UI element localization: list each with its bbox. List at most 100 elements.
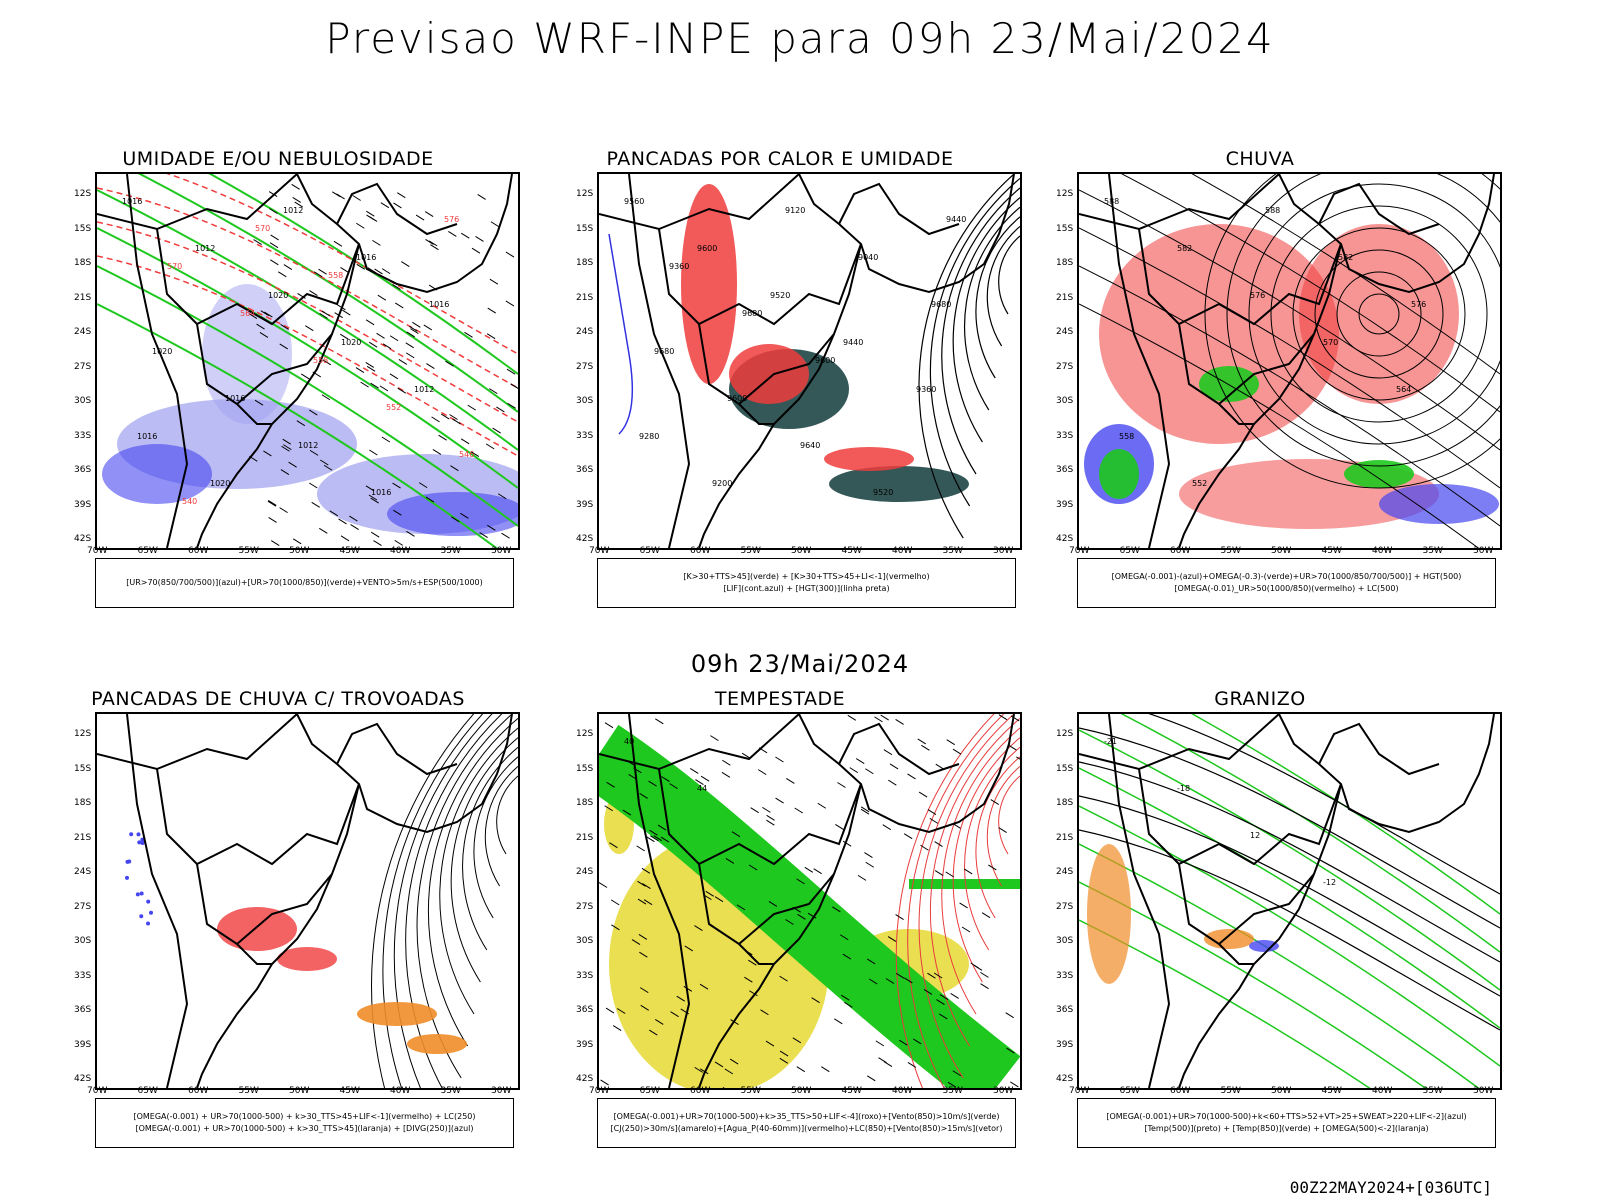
- lat-label: 24S: [576, 327, 594, 337]
- wind-vector: [448, 231, 457, 237]
- wind-vector: [487, 524, 496, 531]
- wind-vector: [268, 191, 278, 197]
- wind-vector: [425, 239, 434, 245]
- panel-pancadas_trovoadas: PANCADAS DE CHUVA C/ TROVOADAS 12S 15S 18S 2…: [58, 688, 520, 1178]
- wind-vector: [606, 781, 615, 788]
- wind-vector: [323, 464, 333, 471]
- lat-label: 15S: [74, 763, 92, 774]
- wind-vector: [278, 271, 287, 278]
- wind-vector: [1008, 744, 1017, 751]
- country-border: [97, 714, 298, 771]
- country-border: [698, 323, 835, 406]
- wind-vector: [267, 500, 277, 507]
- wind-vector: [256, 323, 265, 330]
- lat-label: 21S: [74, 832, 92, 843]
- lon-label: 55W: [1220, 546, 1241, 556]
- lat-label: 12S: [1056, 189, 1074, 199]
- wind-vector: [349, 515, 358, 522]
- wind-vector: [487, 307, 496, 314]
- wind-vector: [650, 835, 659, 842]
- wind-vector: [832, 906, 841, 913]
- contour-label: 552: [1192, 479, 1207, 488]
- lon-label: 45W: [1321, 546, 1342, 556]
- lat-label: 39S: [74, 499, 92, 510]
- wind-vector: [705, 890, 715, 897]
- wind-vector: [259, 331, 269, 338]
- wind-vector: [309, 409, 318, 416]
- wind-vector: [695, 779, 704, 786]
- contour-label: 9600: [697, 244, 717, 253]
- map-chuva: 588 582 576 570 564 558 552 588 582 576: [1077, 172, 1502, 550]
- lc850-streamline: [895, 714, 995, 1088]
- lon-label: 45W: [1321, 1086, 1342, 1096]
- wind-vector: [721, 771, 731, 778]
- lc850-streamline: [907, 714, 1005, 1088]
- green-contour: [97, 189, 518, 451]
- wind-vector: [963, 868, 973, 875]
- lon-label: 40W: [892, 546, 913, 556]
- lon-label: 45W: [841, 1086, 862, 1096]
- wind-vector: [813, 868, 822, 875]
- lat-label: 42S: [1056, 1074, 1074, 1084]
- lon-label: 40W: [1372, 546, 1393, 556]
- divg-point: [125, 875, 130, 880]
- omega-area: [1087, 844, 1131, 984]
- contour-label: 1012: [414, 385, 434, 394]
- hgt-contour: [1336, 271, 1422, 357]
- lon-label: 55W: [740, 546, 761, 556]
- wind-vector: [736, 904, 746, 911]
- contour-label: 9360: [916, 385, 936, 394]
- wind-vector: [470, 451, 480, 457]
- legend-line: [UR>70(850/700/500)](azul)+[UR>70(1000/8…: [126, 578, 483, 587]
- lon-label: 40W: [390, 1086, 411, 1096]
- lc850-streamline: [975, 756, 1020, 919]
- lat-label: 42S: [74, 534, 92, 544]
- wind-vector: [952, 748, 962, 755]
- contour-label: 1020: [341, 338, 361, 347]
- rain-area: [1099, 224, 1339, 444]
- wind-vector: [264, 311, 273, 318]
- panel-granizo: GRANIZO -21 -18 12 -12 12S 15S 18S 21S 24S 27S 30S 3…: [1040, 688, 1502, 1178]
- lat-label: 15S: [576, 223, 594, 234]
- country-border: [1108, 714, 1171, 1088]
- contour-label: 1016: [137, 432, 157, 441]
- temp500-contour: [1148, 714, 1500, 895]
- coastline: [296, 714, 513, 834]
- wind-vector: [844, 1001, 853, 1008]
- contour-label: 9640: [800, 441, 820, 450]
- wind-vector: [270, 259, 279, 266]
- wind-vector: [883, 749, 893, 756]
- contour-label: 1016: [356, 253, 376, 262]
- lc850-streamline: [998, 775, 1020, 855]
- lat-label: 15S: [576, 763, 594, 774]
- map-tempestade: 40 44: [597, 712, 1022, 1090]
- wind-vector: [744, 976, 753, 983]
- legend-line: [OMEGA(-0.001) + UR>70(1000-500) + k>30_…: [135, 1124, 474, 1133]
- wind-vector: [669, 783, 678, 790]
- wind-vector: [370, 531, 380, 538]
- country-border: [1079, 714, 1280, 771]
- wind-vector: [868, 978, 878, 985]
- hgt-contour: [963, 206, 1020, 411]
- lon-label: 60W: [690, 546, 711, 556]
- coastline: [798, 174, 1015, 294]
- lat-label: 21S: [576, 832, 594, 843]
- wind-vector: [496, 406, 505, 413]
- wind-vector: [612, 1025, 622, 1031]
- lat-label: 15S: [74, 223, 92, 234]
- wind-vector: [398, 358, 408, 365]
- lon-label: 30W: [993, 1086, 1014, 1096]
- map-granizo: -21 -18 12 -12: [1077, 712, 1502, 1090]
- wind-vector: [885, 978, 895, 984]
- wind-vector: [507, 402, 516, 409]
- wind-vector: [356, 263, 365, 270]
- wind-vector: [381, 436, 391, 443]
- wind-vector: [899, 1039, 908, 1046]
- lon-label: 40W: [1372, 1086, 1393, 1096]
- legend-line: [CJ(250)>30m/s](amarelo)+[Agua_P(40-60mm…: [610, 1124, 1003, 1133]
- hgt-contour: [1226, 174, 1500, 467]
- lat-label: 42S: [576, 1074, 594, 1084]
- wind-vector: [438, 434, 447, 441]
- wind-vector: [700, 775, 710, 782]
- lon-label: 65W: [1119, 546, 1140, 556]
